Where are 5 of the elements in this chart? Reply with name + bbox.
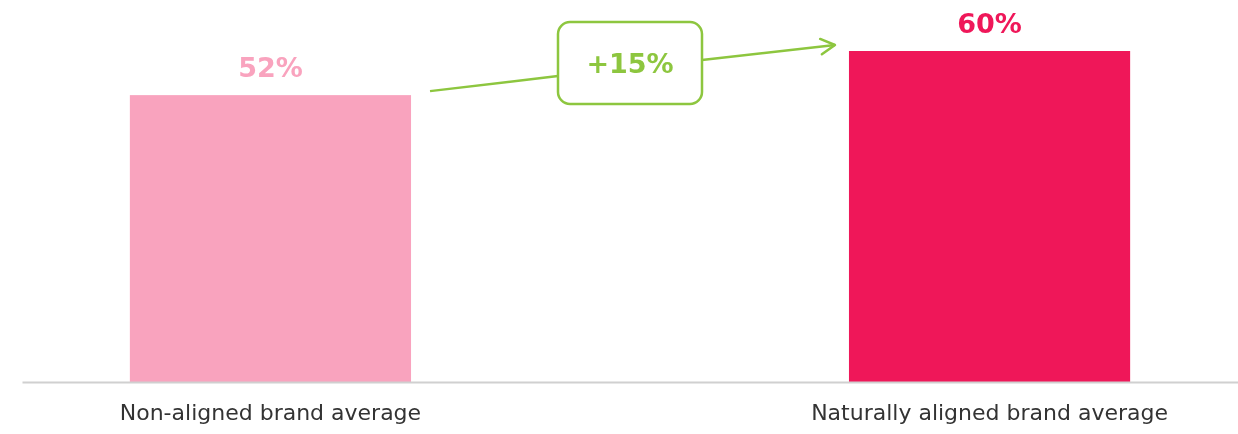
x-tick-label: Naturally aligned brand average (811, 399, 1168, 425)
x-tick-label: Non-aligned brand average (119, 399, 422, 425)
data-label: 60% (957, 8, 1022, 39)
data-label: 52% (238, 52, 303, 84)
annotation: +15% (586, 48, 674, 79)
